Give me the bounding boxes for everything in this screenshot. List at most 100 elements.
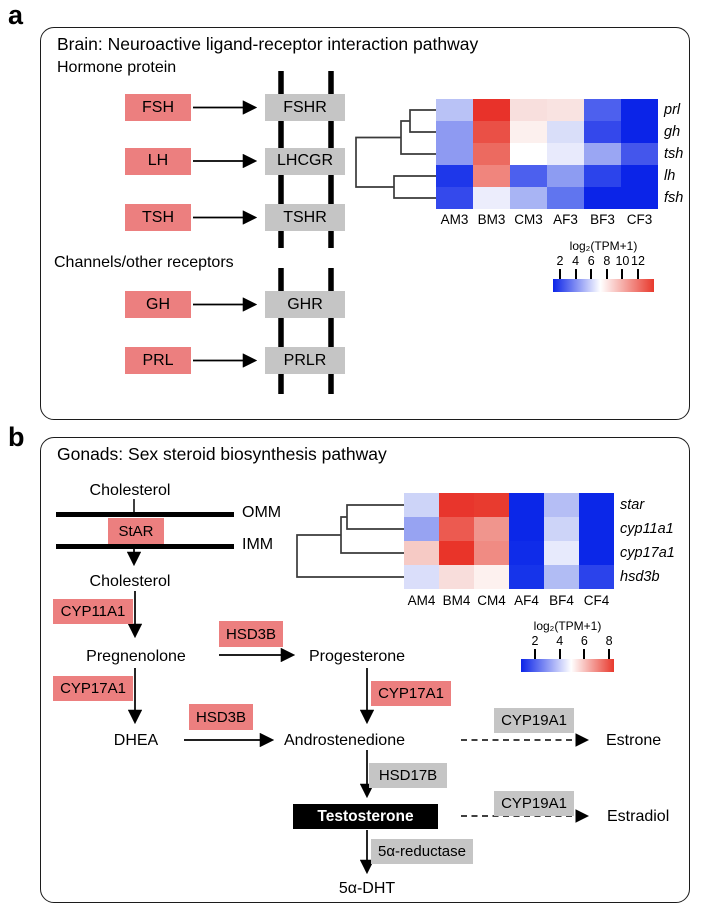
heatmap-row-label: hsd3b xyxy=(620,569,660,585)
heatmap-cell xyxy=(436,121,473,143)
heatmap-cell xyxy=(584,99,621,121)
heatmap-cell xyxy=(547,187,584,209)
heatmap-cell xyxy=(584,143,621,165)
heatmap-cell xyxy=(510,187,547,209)
legend-tick-mark xyxy=(583,649,586,659)
legend-tick-label: 12 xyxy=(631,254,645,268)
heatmap-row-label: cyp11a1 xyxy=(620,521,674,537)
heatmap-cell xyxy=(474,565,509,589)
dendrogram-gonads xyxy=(296,504,404,578)
enzyme-box-hsd3b-2: HSD3B xyxy=(189,704,253,730)
ligand-box-gh: GH xyxy=(125,291,191,318)
heatmap-cell xyxy=(621,165,658,187)
legend-tick-label: 2 xyxy=(531,634,539,648)
legend-tick-mark xyxy=(605,269,608,279)
heatmap-cell xyxy=(404,565,439,589)
heatmap-column-label: CF4 xyxy=(583,593,610,608)
heatmap-cell xyxy=(439,493,474,517)
metabolite-pregnenolone: Pregnenolone xyxy=(86,648,186,665)
receptor-box-lhcgr: LHCGR xyxy=(265,147,345,175)
receptor-box-fshr: FSHR xyxy=(265,94,345,121)
enzyme-box-cyp19a1-2: CYP19A1 xyxy=(494,791,574,816)
heatmap-cell xyxy=(621,99,658,121)
heatmap-column-label: AM4 xyxy=(407,593,436,608)
receptor-box-prlr: PRLR xyxy=(265,347,345,374)
panel-a-label: a xyxy=(8,0,24,30)
heatmap-cell xyxy=(509,517,544,541)
heatmap-column-label: BM3 xyxy=(477,212,506,227)
panel-b-title: Gonads: Sex steroid biosynthesis pathway xyxy=(57,444,387,464)
heatmap-cell xyxy=(621,121,658,143)
metabolite-cholesterol-outer: Cholesterol xyxy=(89,482,171,499)
enzyme-box-star: StAR xyxy=(108,518,164,544)
heatmap-cell xyxy=(439,565,474,589)
heatmap-column-label: BM4 xyxy=(442,593,471,608)
heatmap-row-labels: star cyp11a1 cyp17a1 hsd3b xyxy=(620,493,675,589)
heatmap-column-label: BF4 xyxy=(549,593,574,608)
heatmap-row-label: lh xyxy=(664,168,676,184)
legend-title: log₂(TPM+1) xyxy=(533,619,602,633)
panel-b-label: b xyxy=(8,422,25,452)
heatmap-cell xyxy=(547,99,584,121)
section-heading-channels: Channels/other receptors xyxy=(54,254,234,271)
heatmap-cell xyxy=(404,517,439,541)
heatmap-cell xyxy=(579,493,614,517)
enzyme-box-cyp11a1: CYP11A1 xyxy=(53,599,133,624)
legend-tick-label: 8 xyxy=(605,634,613,648)
omm-label: OMM xyxy=(242,504,282,521)
heatmap-cell xyxy=(510,165,547,187)
heatmap-column-label: CF3 xyxy=(626,212,653,227)
heatmap-row-label: gh xyxy=(664,124,681,140)
heatmap-cell xyxy=(509,541,544,565)
heatmap-cell xyxy=(473,121,510,143)
metabolite-testosterone-box: Testosterone xyxy=(293,804,438,829)
enzyme-box-hsd3b-1: HSD3B xyxy=(219,621,283,647)
legend-tick-mark xyxy=(637,269,639,279)
enzyme-box-cyp19a1-1: CYP19A1 xyxy=(494,708,574,733)
heatmap-row-label: tsh xyxy=(664,146,684,162)
colorbar xyxy=(521,659,614,672)
heatmap-row-label: prl xyxy=(664,102,681,118)
heatmap-cell xyxy=(436,143,473,165)
ligand-box-prl: PRL xyxy=(125,347,191,374)
heatmap-cell xyxy=(544,541,579,565)
heatmap-column-label: AF3 xyxy=(553,212,578,227)
heatmap-cell xyxy=(547,165,584,187)
ligand-box-tsh: TSH xyxy=(125,204,191,231)
heatmap-column-label: CM4 xyxy=(477,593,506,608)
ligand-box-fsh: FSH xyxy=(125,94,191,121)
legend-tick-mark xyxy=(608,649,611,659)
panel-a-title: Brain: Neuroactive ligand-receptor inter… xyxy=(57,34,479,54)
heatmap-cell xyxy=(510,143,547,165)
heatmap-cell xyxy=(510,121,547,143)
heatmap-cell xyxy=(579,541,614,565)
heatmap-cell xyxy=(439,541,474,565)
heatmap-cell xyxy=(510,99,547,121)
heatmap-cell xyxy=(473,187,510,209)
heatmap-cell xyxy=(579,517,614,541)
heatmap-column-label: AM3 xyxy=(440,212,469,227)
colorbar xyxy=(553,279,654,292)
metabolite-estradiol: Estradiol xyxy=(607,808,670,825)
heatmap-cell xyxy=(584,121,621,143)
heatmap-row-labels: prl gh tsh lh fsh xyxy=(664,99,683,209)
heatmap-grid xyxy=(436,99,658,209)
heatmap-cell xyxy=(621,187,658,209)
receptor-box-tshr: TSHR xyxy=(265,204,345,231)
heatmap-cell xyxy=(473,99,510,121)
heatmap-cell xyxy=(547,121,584,143)
metabolite-progesterone: Progesterone xyxy=(309,648,406,665)
legend-tick-label: 6 xyxy=(580,634,588,648)
legend-title: log₂(TPM+1) xyxy=(569,239,638,253)
legend-tick-mark xyxy=(534,649,536,659)
heatmap-cell xyxy=(474,541,509,565)
heatmap-cell xyxy=(473,143,510,165)
heatmap-cell xyxy=(547,143,584,165)
colorbar-legend-gonads: log₂(TPM+1) 2 4 6 8 xyxy=(521,619,614,672)
heatmap-grid xyxy=(404,493,614,589)
heatmap-column-label: AF4 xyxy=(514,593,539,608)
colorbar-legend-brain: log₂(TPM+1) 2 4 6 8 10 12 xyxy=(553,239,654,292)
dendrogram-brain xyxy=(355,109,436,199)
heatmap-cell xyxy=(544,565,579,589)
